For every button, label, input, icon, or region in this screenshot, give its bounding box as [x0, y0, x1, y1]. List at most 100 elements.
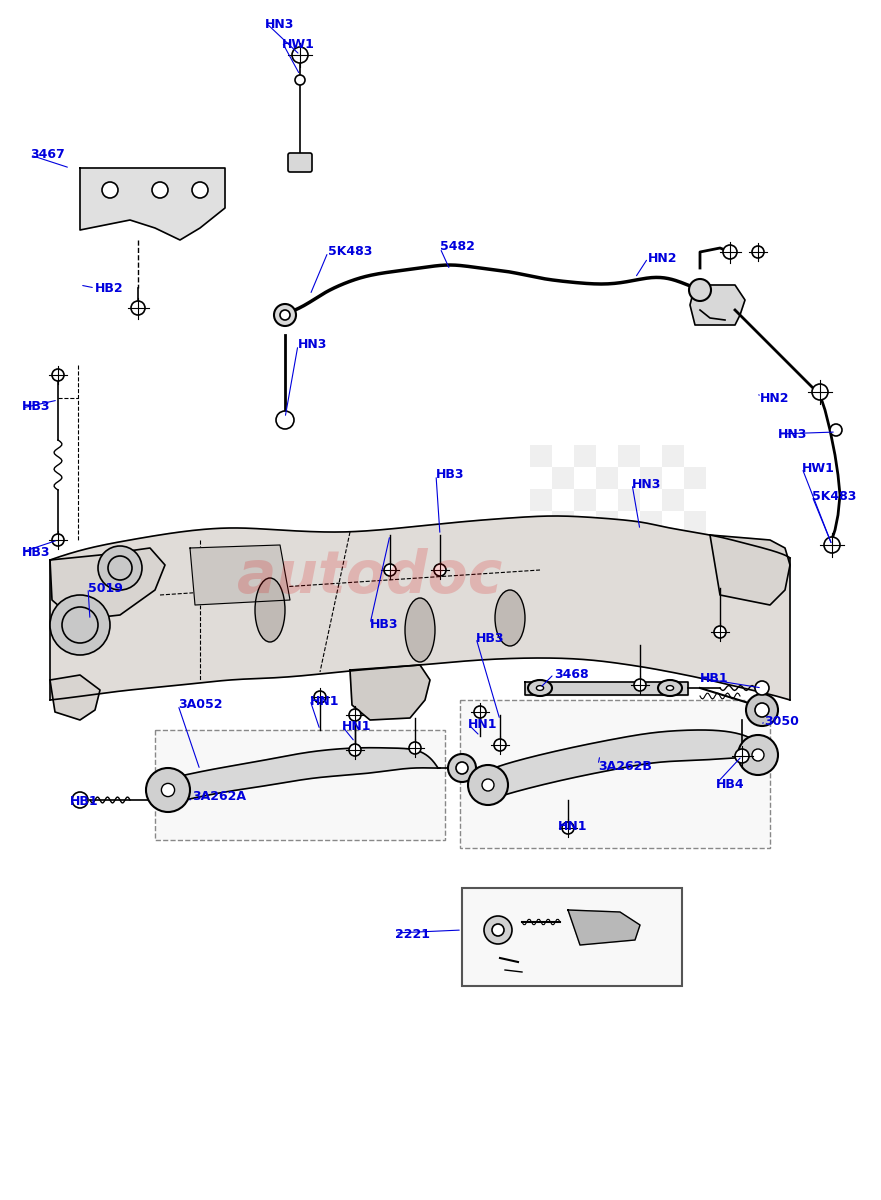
Ellipse shape — [658, 680, 682, 696]
Bar — [552, 467, 574, 490]
Text: 5019: 5019 — [88, 582, 122, 595]
Text: HB2: HB2 — [95, 282, 123, 295]
Ellipse shape — [528, 680, 552, 696]
Bar — [684, 467, 706, 490]
Text: 3A262A: 3A262A — [192, 790, 246, 803]
FancyBboxPatch shape — [288, 152, 312, 172]
Circle shape — [830, 424, 842, 436]
Bar — [662, 533, 684, 554]
Polygon shape — [490, 730, 762, 800]
Circle shape — [349, 709, 361, 721]
Ellipse shape — [255, 578, 285, 642]
Text: HN2: HN2 — [760, 392, 789, 404]
Bar — [552, 554, 574, 577]
Text: HB4: HB4 — [716, 778, 744, 791]
Text: HN1: HN1 — [468, 718, 498, 731]
Text: 5K483: 5K483 — [328, 245, 373, 258]
Bar — [574, 533, 596, 554]
Text: HN3: HN3 — [298, 338, 328, 350]
Ellipse shape — [274, 304, 296, 326]
Polygon shape — [525, 682, 688, 695]
Bar — [640, 554, 662, 577]
Ellipse shape — [482, 779, 494, 791]
Bar — [596, 599, 618, 622]
Text: HW1: HW1 — [802, 462, 835, 475]
Text: HN3: HN3 — [265, 18, 294, 31]
Circle shape — [714, 626, 726, 638]
Circle shape — [72, 792, 88, 808]
Bar — [596, 511, 618, 533]
Text: 5K483: 5K483 — [812, 490, 856, 503]
Ellipse shape — [738, 734, 778, 775]
Bar — [552, 511, 574, 533]
Bar — [618, 445, 640, 467]
Ellipse shape — [689, 278, 711, 301]
Bar — [574, 577, 596, 599]
Circle shape — [494, 739, 506, 751]
Text: HN3: HN3 — [632, 478, 662, 491]
Text: 3A262B: 3A262B — [598, 760, 652, 773]
Circle shape — [98, 546, 142, 590]
Circle shape — [735, 749, 749, 763]
Polygon shape — [50, 548, 165, 620]
Text: HN3: HN3 — [778, 428, 807, 440]
Circle shape — [723, 245, 737, 259]
Ellipse shape — [666, 685, 674, 690]
Bar — [662, 445, 684, 467]
Circle shape — [280, 310, 290, 320]
Circle shape — [448, 754, 476, 782]
Circle shape — [349, 744, 361, 756]
Circle shape — [812, 384, 828, 400]
Text: HN1: HN1 — [310, 695, 339, 708]
Bar — [574, 490, 596, 511]
Circle shape — [384, 564, 396, 576]
Bar — [662, 490, 684, 511]
Text: HN1: HN1 — [342, 720, 372, 733]
Text: HB1: HB1 — [700, 672, 729, 685]
Bar — [596, 554, 618, 577]
Bar — [618, 577, 640, 599]
Circle shape — [192, 182, 208, 198]
Text: HB3: HB3 — [22, 546, 50, 559]
Text: HB3: HB3 — [476, 632, 505, 646]
Text: HB3: HB3 — [22, 400, 50, 413]
Circle shape — [755, 680, 769, 695]
Circle shape — [314, 691, 326, 703]
Text: autodoc: autodoc — [237, 547, 503, 605]
Circle shape — [102, 182, 118, 198]
Polygon shape — [80, 168, 225, 240]
Bar — [662, 577, 684, 599]
Text: HB3: HB3 — [436, 468, 464, 481]
Circle shape — [409, 742, 421, 754]
Bar — [530, 490, 552, 511]
Bar — [574, 445, 596, 467]
Circle shape — [752, 246, 764, 258]
Text: HB1: HB1 — [70, 794, 99, 808]
Circle shape — [456, 762, 468, 774]
Ellipse shape — [161, 784, 174, 797]
FancyBboxPatch shape — [155, 730, 445, 840]
Text: HN2: HN2 — [648, 252, 677, 265]
Ellipse shape — [405, 598, 435, 662]
Ellipse shape — [537, 685, 544, 690]
Ellipse shape — [146, 768, 190, 812]
Circle shape — [562, 822, 574, 834]
Polygon shape — [50, 674, 100, 720]
Bar — [618, 490, 640, 511]
Ellipse shape — [752, 749, 764, 761]
Text: 3467: 3467 — [30, 148, 64, 161]
Bar — [618, 533, 640, 554]
Circle shape — [50, 595, 110, 655]
Polygon shape — [165, 748, 440, 805]
Circle shape — [292, 47, 308, 62]
Circle shape — [484, 916, 512, 944]
Bar — [684, 599, 706, 622]
Polygon shape — [190, 545, 290, 605]
Text: HB3: HB3 — [370, 618, 398, 631]
Text: 2221: 2221 — [395, 928, 430, 941]
Text: HN1: HN1 — [558, 820, 588, 833]
Circle shape — [634, 679, 646, 691]
FancyBboxPatch shape — [460, 700, 770, 848]
Circle shape — [276, 410, 294, 428]
Ellipse shape — [468, 766, 508, 805]
